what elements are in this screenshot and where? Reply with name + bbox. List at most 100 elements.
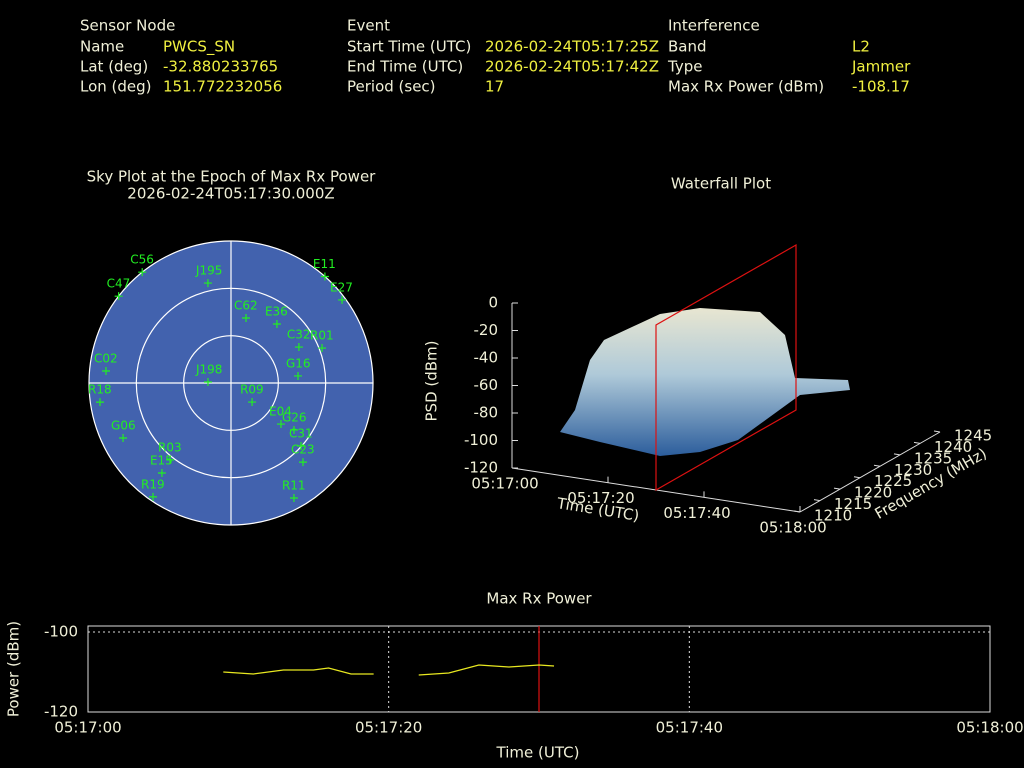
field-value: PWCS_SN [163, 38, 235, 57]
z-axis-label: PSD (dBm) [423, 340, 441, 421]
satellite-label: R11 [282, 479, 306, 493]
y-tick-label: 1210 [814, 507, 852, 525]
section-title: Interference [668, 17, 760, 35]
satellite-marker [203, 279, 212, 288]
satellite-marker [149, 492, 158, 501]
satellite-marker [101, 366, 110, 375]
field-value: Jammer [851, 58, 911, 76]
satellite-marker [296, 442, 305, 451]
y-tick [873, 464, 881, 467]
field-value: -108.17 [852, 78, 910, 96]
y-tick [833, 487, 841, 490]
field-value: 2026-02-24T05:17:25Z [485, 38, 659, 56]
satellite-marker [294, 371, 303, 380]
z-tick-label: -100 [464, 431, 498, 449]
section-title: Sensor Node [80, 17, 175, 35]
y-tick-label: -120 [44, 703, 78, 721]
satellite-label: E04 [269, 405, 292, 419]
y-tick-label: 1230 [894, 461, 932, 479]
satellite-label: G06 [111, 419, 136, 433]
chart-title: Waterfall Plot [671, 175, 771, 193]
satellite-marker [166, 455, 175, 464]
satellite-marker [157, 469, 166, 477]
satellite-label: C31 [289, 427, 313, 441]
satellite-label: C62 [234, 298, 258, 312]
field-label: Band [668, 38, 707, 56]
satellite-label: R09 [240, 383, 264, 397]
field-label: Name [80, 38, 124, 56]
field-value: 2026-02-24T05:17:42Z [485, 58, 659, 76]
y-tick-label: 1215 [834, 495, 872, 513]
field-label: Lon (deg) [80, 78, 152, 96]
satellite-label: C56 [130, 253, 154, 267]
epoch-plane [655, 243, 797, 492]
section-title: Event [347, 17, 390, 35]
satellite-marker [318, 344, 327, 353]
chart-title: Max Rx Power [486, 590, 592, 608]
satellite-marker [289, 494, 298, 503]
satellite-label: E27 [330, 280, 353, 294]
y-tick-label: 1220 [854, 484, 892, 502]
power-line [223, 664, 555, 676]
y-tick-label: 1245 [954, 427, 992, 445]
y-tick-label: 1240 [934, 438, 972, 456]
field-label: End Time (UTC) [347, 58, 463, 76]
satellite-marker [203, 377, 212, 386]
x-tick-label: 05:18:00 [956, 719, 1023, 737]
x-axis-label: Time (UTC) [496, 744, 580, 762]
field-value: 17 [485, 78, 504, 96]
frequency-axis [799, 431, 941, 513]
chart-subtitle: 2026-02-24T05:17:30.000Z [127, 185, 334, 203]
satellite-label: G16 [286, 356, 311, 370]
x-tick-label: 05:17:20 [567, 489, 634, 507]
satellite-marker [114, 292, 123, 301]
y-tick [933, 430, 941, 433]
satellite-marker [276, 420, 285, 429]
field-label: Max Rx Power (dBm) [668, 78, 824, 96]
field-value: L2 [852, 38, 870, 56]
satellite-label: E11 [313, 257, 336, 271]
satellite-label: E15 [150, 453, 173, 467]
x-tick-label: 05:17:40 [656, 719, 723, 737]
x-tick-label: 05:17:40 [663, 504, 730, 522]
x-tick-label: 05:17:20 [355, 719, 422, 737]
satellite-marker [248, 398, 257, 407]
x-tick-label: 05:17:00 [54, 719, 121, 737]
field-value: -32.880233765 [163, 58, 278, 76]
satellite-label: E36 [265, 304, 288, 318]
satellite-marker [242, 313, 251, 322]
y-tick [793, 510, 801, 513]
y-tick [893, 453, 901, 456]
field-label: Lat (deg) [80, 58, 148, 76]
satellite-marker [289, 425, 298, 434]
z-tick-label: -20 [474, 321, 499, 339]
z-tick-label: -40 [474, 349, 499, 367]
satellite-label: J198 [195, 362, 222, 376]
satellite-label: R18 [88, 383, 112, 397]
satellite-label: C32 [287, 328, 311, 342]
satellite-label: G26 [282, 410, 307, 424]
satellite-label: C47 [107, 277, 131, 291]
satellite-marker [298, 458, 307, 467]
satellite-marker [96, 398, 105, 407]
chart-title: Sky Plot at the Epoch of Max Rx Power [87, 168, 377, 186]
psd-surface [560, 308, 850, 456]
satellite-label: J195 [195, 264, 222, 278]
satellite-marker [294, 343, 303, 352]
x-tick-label: 05:18:00 [759, 519, 826, 537]
z-tick-label: 0 [488, 294, 498, 312]
y-tick [853, 476, 861, 479]
satellite-label: C02 [94, 351, 118, 365]
satellite-label: C23 [291, 443, 315, 457]
y-tick-label: 1235 [914, 449, 952, 467]
satellite-marker [119, 434, 128, 443]
satellite-marker [338, 295, 347, 304]
y-tick [813, 499, 821, 502]
y-tick-label: -100 [44, 623, 78, 641]
satellite-marker [272, 319, 281, 328]
satellite-label: R19 [141, 477, 165, 491]
z-tick-label: -60 [474, 376, 499, 394]
satellite-marker [320, 272, 329, 281]
field-label: Period (sec) [347, 78, 436, 96]
